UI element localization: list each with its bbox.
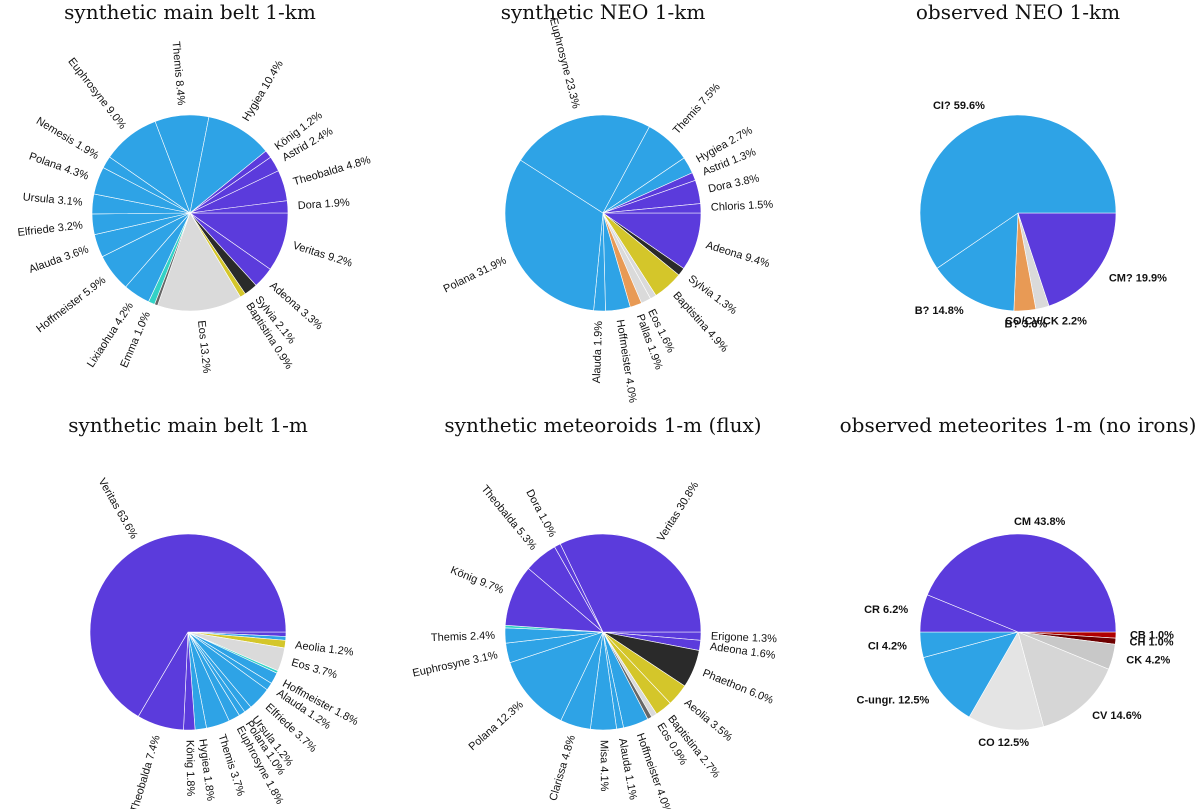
chart-title: synthetic meteoroids 1-m (flux) [444,413,762,437]
slice-label: CV 14.6% [1092,710,1142,722]
pie-slice [189,116,267,214]
slice-label: Eos 13.2% [195,320,212,374]
slice-label: CM? 19.9% [1109,272,1167,284]
pie-slice [1017,212,1117,307]
chart-title: observed NEO 1-km [915,0,1121,24]
pie-slice [602,203,702,214]
pie-slice [923,631,1019,718]
slice-label: CI 4.2% [868,641,907,653]
slice-label: CO/CV/CK 2.2% [1005,315,1087,327]
slice-label: Chloris 1.5% [711,199,774,214]
slice-label: Ursula 3.1% [22,191,83,209]
slice-label: B? 3.6% [1005,319,1048,331]
pie-slice [926,533,1117,633]
slice-label: CM 43.8% [1014,516,1066,528]
slice-label: CR 6.2% [864,604,908,616]
slice-label: B? 14.8% [915,305,964,317]
slice-label: Dora 1.9% [297,197,350,212]
slice-label: CK 4.2% [1126,654,1170,666]
pie-slice [936,212,1019,312]
pie-slice [89,533,287,717]
slice-label: Erigone 1.3% [711,631,778,646]
chart-title: synthetic main belt 1-m [68,413,308,437]
slice-label: CB 1.0% [1130,629,1174,641]
slice-label: CO 12.5% [978,737,1029,749]
slice-label: C-ungr. 12.5% [857,694,930,706]
chart-title: synthetic NEO 1-km [500,0,706,24]
chart-title: observed meteorites 1-m (no irons) [839,413,1197,437]
slice-label: Alauda 1.9% [591,321,605,384]
pie-slice [504,159,604,311]
pie-slice [968,631,1044,731]
slice-label: Themis 8.4% [170,41,187,106]
pie-slice [189,200,289,214]
pie-slice [1017,631,1110,727]
pie-slice [559,533,702,633]
slice-label: König 1.8% [184,740,197,797]
pie-slice [157,212,241,312]
pie-slice [919,114,1117,269]
slice-label: Misa 4.1% [598,740,610,792]
slice-label: CI? 59.6% [933,100,985,112]
slice-label: Themis 2.4% [431,630,496,644]
pie-slice [520,114,650,214]
slice-label: CH 1.0% [1130,636,1174,648]
chart-title: synthetic main belt 1-km [64,0,316,24]
pie-slice [509,631,604,721]
